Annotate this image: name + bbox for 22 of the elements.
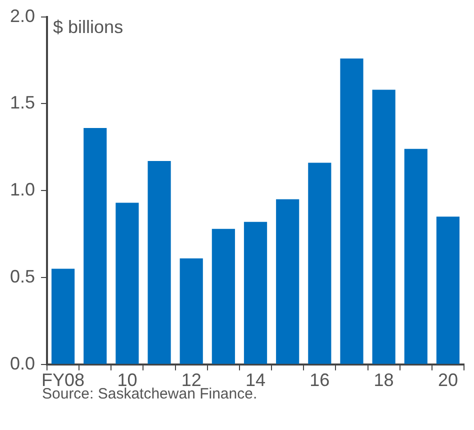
- bar: [52, 268, 75, 364]
- bar: [244, 222, 268, 364]
- bar: [372, 90, 396, 364]
- y-tick-label: 1.5: [10, 92, 36, 113]
- bar: [436, 216, 460, 364]
- y-tick-label: 0.5: [10, 266, 36, 286]
- y-tick-label: 0.0: [10, 353, 36, 374]
- y-tick-label: 1.0: [10, 180, 36, 200]
- x-tick-label: 20: [438, 370, 458, 390]
- bar: [116, 202, 139, 364]
- bar: [340, 58, 364, 364]
- bar: [308, 162, 332, 364]
- bar: [404, 148, 428, 364]
- x-tick-label: 16: [310, 370, 330, 390]
- y-tick-label: 2.0: [10, 6, 36, 26]
- bar: [148, 161, 171, 364]
- bar: [276, 199, 300, 364]
- bar: [180, 258, 203, 364]
- y-axis-title: $ billions: [53, 16, 124, 37]
- bar: [212, 228, 235, 364]
- bar: [84, 128, 107, 364]
- x-tick-label: 18: [374, 370, 394, 390]
